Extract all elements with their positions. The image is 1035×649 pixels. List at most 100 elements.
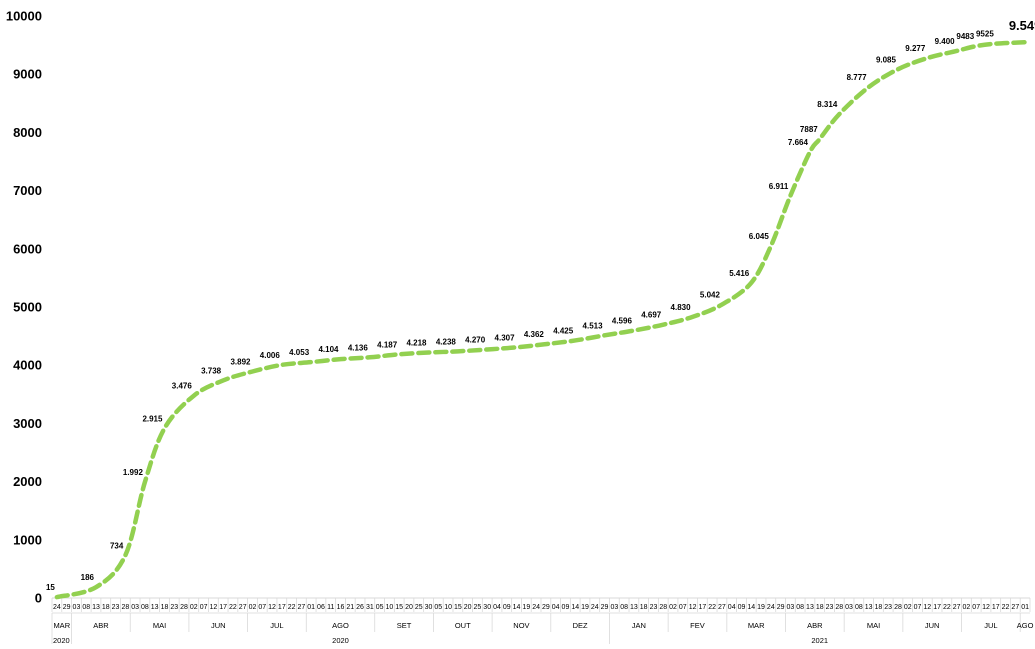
x-day-tick-label: 27: [239, 604, 247, 611]
series-line: [54, 40, 1028, 600]
x-day-tick-label: 27: [297, 604, 305, 611]
x-day-tick-label: 24: [767, 604, 775, 611]
data-label: 4.006: [260, 351, 281, 360]
data-label: 4.136: [348, 343, 369, 352]
x-day-tick-label: 28: [835, 604, 843, 611]
x-day-tick-label: 13: [865, 604, 873, 611]
x-day-tick-label: 02: [904, 604, 912, 611]
x-year-label: 2021: [811, 636, 828, 644]
data-label: 4.187: [377, 340, 398, 349]
data-label: 4.307: [495, 333, 516, 342]
x-day-tick-label: 24: [591, 604, 599, 611]
x-day-tick-label: 03: [73, 604, 81, 611]
x-day-tick-label: 24: [532, 604, 540, 611]
x-month-label: JUL: [984, 621, 997, 630]
data-label: 15: [46, 583, 55, 592]
x-day-tick-label: 27: [718, 604, 726, 611]
x-month-label: ABR: [807, 621, 823, 630]
x-day-tick-label: 19: [522, 604, 530, 611]
x-month-label: JUN: [211, 621, 226, 630]
x-day-tick-label: 04: [493, 604, 501, 611]
x-day-tick-label: 08: [620, 604, 628, 611]
x-day-tick-label: 07: [679, 604, 687, 611]
x-day-tick-label: 20: [464, 604, 472, 611]
x-day-tick-label: 30: [425, 604, 433, 611]
y-tick-label: 7000: [13, 183, 42, 198]
x-day-tick-label: 22: [943, 604, 951, 611]
data-label: 9.400: [935, 37, 956, 46]
x-day-tick-label: 13: [806, 604, 814, 611]
x-day-tick-label: 02: [190, 604, 198, 611]
y-tick-label: 3000: [13, 416, 42, 431]
x-month-label: AGO: [332, 621, 349, 630]
data-label: 7887: [800, 125, 818, 134]
x-day-tick-label: 03: [845, 604, 853, 611]
x-month-label: OUT: [455, 621, 471, 630]
x-day-tick-label: 08: [141, 604, 149, 611]
x-month-label: JAN: [632, 621, 646, 630]
x-day-tick-label: 19: [757, 604, 765, 611]
x-day-tick-label: 22: [229, 604, 237, 611]
y-tick-label: 10000: [6, 9, 42, 24]
y-tick-label: 9000: [13, 67, 42, 82]
x-day-tick-label: 10: [386, 604, 394, 611]
data-label: 9.277: [905, 44, 926, 53]
x-day-tick-label: 14: [571, 604, 579, 611]
x-day-tick-label: 17: [278, 604, 286, 611]
x-day-tick-label: 18: [161, 604, 169, 611]
x-day-tick-label: 08: [855, 604, 863, 611]
x-month-label: MAR: [53, 621, 70, 630]
x-year-label: 2020: [53, 636, 70, 644]
x-day-tick-label: 29: [601, 604, 609, 611]
x-day-tick-label: 14: [513, 604, 521, 611]
data-label: 4.104: [318, 345, 339, 354]
x-day-tick-label: 23: [884, 604, 892, 611]
x-day-tick-label: 07: [972, 604, 980, 611]
x-day-tick-label: 17: [219, 604, 227, 611]
data-label: 2.915: [142, 414, 163, 423]
x-day-tick-label: 28: [121, 604, 129, 611]
x-day-tick-label: 25: [415, 604, 423, 611]
x-day-tick-label: 18: [102, 604, 110, 611]
x-day-tick-label: 08: [796, 604, 804, 611]
data-label: 3.738: [201, 366, 222, 375]
x-day-tick-label: 25: [474, 604, 482, 611]
x-day-tick-label: 22: [708, 604, 716, 611]
x-day-tick-label: 19: [581, 604, 589, 611]
x-month-label: ABR: [93, 621, 109, 630]
y-axis: 0 1000 2000 3000 4000 5000 6000 7000 8000 9000 100…: [6, 9, 42, 606]
x-day-tick-label: 12: [982, 604, 990, 611]
data-label: 186: [81, 573, 95, 582]
y-tick-label: 0: [35, 591, 42, 606]
data-label: 4.362: [524, 330, 545, 339]
x-day-tick-label: 22: [288, 604, 296, 611]
x-day-tick-label: 06: [317, 604, 325, 611]
x-day-tick-label: 03: [131, 604, 139, 611]
x-day-tick-label: 29: [63, 604, 71, 611]
data-label: 4.053: [289, 348, 310, 357]
series: [54, 40, 1028, 600]
y-tick-label: 5000: [13, 300, 42, 315]
x-day-tick-label: 12: [209, 604, 217, 611]
x-day-tick-label: 24: [53, 604, 61, 611]
x-day-tick-label: 12: [268, 604, 276, 611]
x-day-tick-label: 14: [747, 604, 755, 611]
x-day-tick-label: 07: [914, 604, 922, 611]
x-day-tick-label: 21: [346, 604, 354, 611]
x-day-tick-label: 01: [307, 604, 315, 611]
data-label: 9525: [976, 30, 994, 39]
x-day-tick-label: 09: [738, 604, 746, 611]
data-label: 1.992: [123, 468, 144, 477]
x-day-tick-label: 26: [356, 604, 364, 611]
x-day-tick-label: 07: [258, 604, 266, 611]
x-month-label: SET: [397, 621, 412, 630]
x-day-tick-label: 02: [963, 604, 971, 611]
x-day-tick-label: 18: [640, 604, 648, 611]
x-day-tick-label: 05: [376, 604, 384, 611]
x-month-label: MAI: [153, 621, 166, 630]
x-day-tick-label: 20: [405, 604, 413, 611]
data-label: 4.270: [465, 335, 486, 344]
data-label: 4.238: [436, 337, 457, 346]
x-day-tick-label: 15: [454, 604, 462, 611]
